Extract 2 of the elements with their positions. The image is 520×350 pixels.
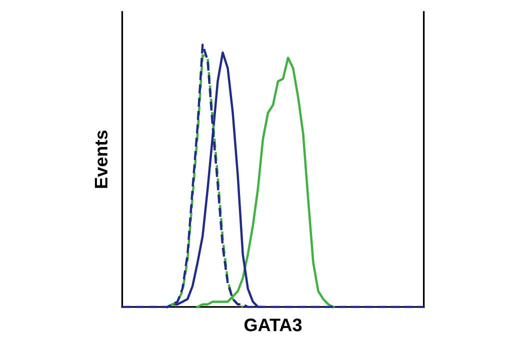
y-axis-title: Events: [94, 130, 108, 188]
x-axis-title: GATA3: [244, 318, 302, 332]
